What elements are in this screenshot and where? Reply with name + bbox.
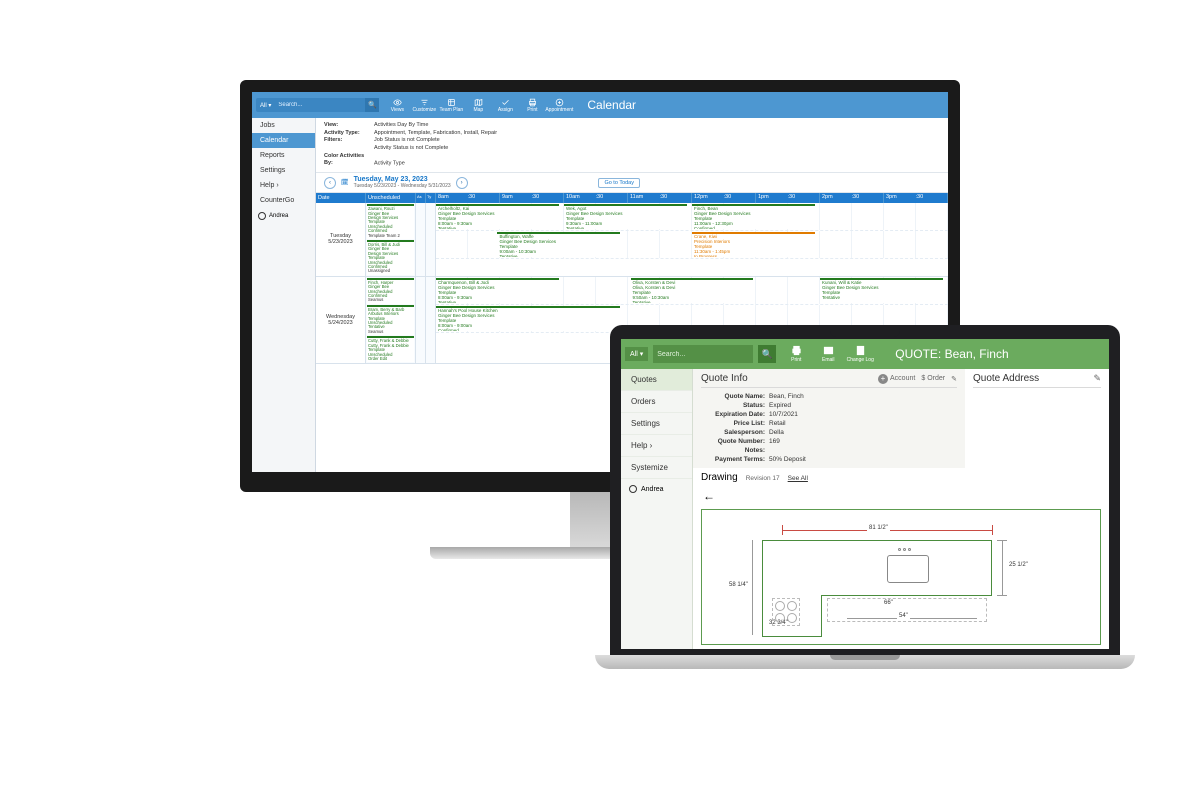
quote-info-row: Notes: bbox=[701, 446, 957, 455]
calendar-event[interactable]: Charmquenon, Bill & JodiGinger Bee Desig… bbox=[436, 278, 559, 303]
filter-icon[interactable]: Customize bbox=[412, 94, 436, 116]
assign-icon[interactable]: Assign bbox=[493, 94, 517, 116]
daypart-icon[interactable]: Team Plan bbox=[439, 94, 463, 116]
pencil-icon: ✎ bbox=[1093, 373, 1101, 384]
pencil-icon: ✎ bbox=[951, 375, 957, 383]
calendar-search-input[interactable] bbox=[275, 98, 365, 112]
quote-info-row: Quote Name:Bean, Finch bbox=[701, 392, 957, 401]
edit-address-button[interactable]: ✎ bbox=[1093, 373, 1101, 384]
search-scope-dropdown[interactable]: All ▾ bbox=[256, 100, 275, 111]
panel-title: Quote Info bbox=[701, 373, 748, 384]
sidebar-item-jobs[interactable]: Jobs bbox=[252, 118, 315, 133]
calendar-filter-summary: View:Activities Day By Time Activity Typ… bbox=[316, 118, 948, 172]
calendar-icon: 🗓 bbox=[341, 179, 349, 186]
page-title: Calendar bbox=[587, 98, 636, 112]
email-icon[interactable]: Email bbox=[813, 345, 843, 363]
cooktop-fixture bbox=[772, 598, 800, 626]
calendar-event[interactable]: Wek, AgotGinger Bee Design ServicesTempl… bbox=[564, 204, 687, 229]
calendar-event[interactable]: Archelholtz, KaiGinger Bee Design Servic… bbox=[436, 204, 559, 229]
next-day-button[interactable]: › bbox=[456, 177, 468, 189]
quote-sidebar: QuotesOrdersSettingsHelp ›Systemize Andr… bbox=[621, 369, 693, 649]
user-icon bbox=[629, 485, 637, 493]
quote-info-panel: Quote Info + Account $ Order ✎ Quote Name:… bbox=[693, 369, 965, 468]
quote-info-row: Salesperson:Della bbox=[701, 428, 957, 437]
back-button[interactable]: ← bbox=[693, 487, 1109, 505]
user-icon bbox=[258, 212, 266, 220]
calendar-event[interactable]: Oliva, Korsten & DeviOliva, Korsten & De… bbox=[631, 278, 754, 303]
current-date: Tuesday, May 23, 2023 bbox=[354, 176, 451, 183]
laptop: All ▾ 🔍 PrintEmailChange Log QUOTE: Bean… bbox=[610, 325, 1120, 669]
search-icon[interactable]: 🔍 bbox=[758, 345, 776, 363]
see-all-link[interactable]: See All bbox=[788, 475, 808, 482]
quote-address-panel: Quote Address ✎ bbox=[965, 369, 1109, 468]
sidebar-item-calendar[interactable]: Calendar bbox=[252, 133, 315, 148]
quote-info-row: Payment Terms:50% Deposit bbox=[701, 455, 957, 464]
user-name: Andrea bbox=[269, 213, 288, 219]
dimension-label: 81 1/2" bbox=[867, 525, 890, 531]
sidebar-item-help[interactable]: Help › bbox=[621, 435, 692, 457]
calendar-day-row: Tuesday5/23/2023Zawani, RouziGinger BeeD… bbox=[316, 203, 948, 277]
calendar-event[interactable]: Crane, KiwiPrecision InteriorsTemplate11… bbox=[692, 232, 815, 257]
user-name: Andrea bbox=[641, 486, 664, 493]
quote-info-row: Status:Expired bbox=[701, 401, 957, 410]
dollar-icon: $ bbox=[921, 375, 925, 382]
drawing-title: Drawing bbox=[701, 472, 738, 483]
calendar-header: All ▾ 🔍 ViewsCustomizeTeam PlanMapAssign… bbox=[252, 92, 948, 118]
sidebar-item-settings[interactable]: Settings bbox=[252, 163, 315, 178]
panel-title: Quote Address bbox=[973, 373, 1039, 384]
date-range: Tuesday 5/23/2023 - Wednesday 5/31/2023 bbox=[354, 183, 451, 189]
changelog-icon[interactable]: Change Log bbox=[845, 345, 875, 363]
unscheduled-activity[interactable]: Finch, HarperGinger BeeUnscheduledConfir… bbox=[367, 278, 414, 304]
search-scope-dropdown[interactable]: All ▾ bbox=[625, 347, 648, 361]
view-icon[interactable]: Views bbox=[385, 94, 409, 116]
unscheduled-activity[interactable]: Zawani, RouziGinger BeeDesign ServicesTe… bbox=[367, 204, 414, 239]
print-icon[interactable]: Print bbox=[520, 94, 544, 116]
dimension-label: 54" bbox=[897, 613, 910, 619]
quote-app: All ▾ 🔍 PrintEmailChange Log QUOTE: Bean… bbox=[621, 339, 1109, 649]
sidebar-item-reports[interactable]: Reports bbox=[252, 148, 315, 163]
quote-search-input[interactable] bbox=[653, 345, 753, 363]
quote-info-row: Price List:Retail bbox=[701, 419, 957, 428]
order-action[interactable]: $ Order bbox=[921, 374, 945, 384]
unscheduled-activity[interactable]: Cutty, Frank & DebbieCutty, Frank & Debb… bbox=[367, 336, 414, 362]
calendar-event[interactable]: Kunani, Will & KatieGinger Bee Design Se… bbox=[820, 278, 943, 303]
sidebar-item-help[interactable]: Help › bbox=[252, 178, 315, 193]
search-icon[interactable]: 🔍 bbox=[365, 98, 379, 112]
account-action[interactable]: + Account bbox=[878, 374, 915, 384]
quote-info-row: Expiration Date:10/7/2021 bbox=[701, 410, 957, 419]
sink-fixture bbox=[887, 555, 929, 583]
go-to-today-button[interactable]: Go to Today bbox=[598, 178, 640, 188]
prev-day-button[interactable]: ‹ bbox=[324, 177, 336, 189]
unscheduled-activity[interactable]: Bram, Berry & BarbArbutus InteriorsTempl… bbox=[367, 305, 414, 335]
sidebar-item-countergo[interactable]: CounterGo bbox=[252, 193, 315, 208]
dimension-label: 66" bbox=[882, 600, 895, 606]
plus-icon[interactable]: Appointment bbox=[547, 94, 571, 116]
sidebar-item-orders[interactable]: Orders bbox=[621, 391, 692, 413]
dimension-label: 25 1/2" bbox=[1007, 562, 1030, 568]
quote-header: All ▾ 🔍 PrintEmailChange Log QUOTE: Bean… bbox=[621, 339, 1109, 369]
calendar-event[interactable]: Hannah's Pool House KitchenGinger Bee De… bbox=[436, 306, 620, 331]
timeline-header: Date Unscheduled As Ty 8am:309am:3010am:… bbox=[316, 193, 948, 203]
unscheduled-activity[interactable]: Dorris, Bill & JudiGinger BeeDesign Serv… bbox=[367, 240, 414, 275]
countertop-drawing[interactable]: 81 1/2" 25 1/2" 58 1/4" bbox=[701, 509, 1101, 645]
calendar-sidebar: JobsCalendarReportsSettingsHelp ›Counter… bbox=[252, 118, 316, 472]
map-icon[interactable]: Map bbox=[466, 94, 490, 116]
drawing-revision: Revision 17 bbox=[746, 475, 780, 482]
calendar-event[interactable]: Finch, BeanGinger Bee Design ServicesTem… bbox=[692, 204, 815, 229]
page-title: QUOTE: Bean, Finch bbox=[895, 347, 1008, 361]
user-badge[interactable]: Andrea bbox=[252, 208, 315, 224]
print-icon[interactable]: Print bbox=[781, 345, 811, 363]
calendar-event[interactable]: Buffington, WaffeGinger Bee Design Servi… bbox=[497, 232, 620, 257]
dimension-label: 58 1/4" bbox=[727, 582, 750, 588]
sidebar-item-settings[interactable]: Settings bbox=[621, 413, 692, 435]
faucet-icon bbox=[898, 548, 911, 551]
quote-info-row: Quote Number:169 bbox=[701, 437, 957, 446]
sidebar-item-systemize[interactable]: Systemize bbox=[621, 457, 692, 479]
edit-action[interactable]: ✎ bbox=[951, 374, 957, 384]
user-badge[interactable]: Andrea bbox=[621, 479, 692, 499]
plus-icon: + bbox=[878, 374, 888, 384]
sidebar-item-quotes[interactable]: Quotes bbox=[621, 369, 692, 391]
